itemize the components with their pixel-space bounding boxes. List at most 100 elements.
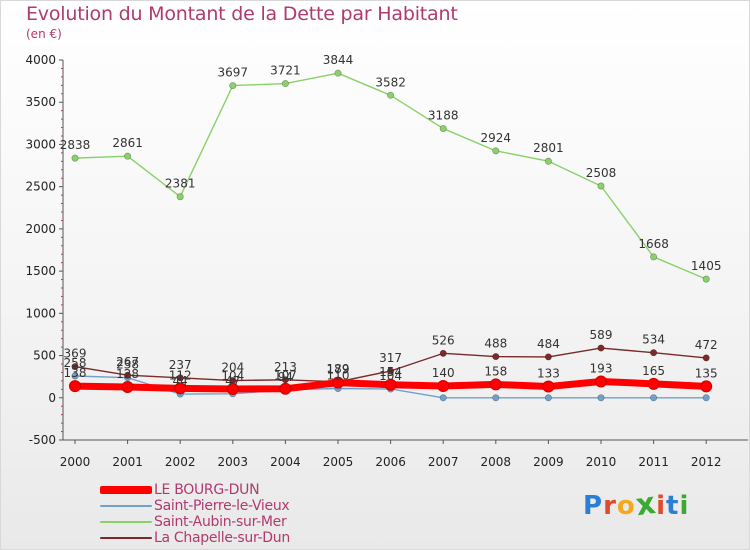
legend-item: Saint-Aubin-sur-Mer (100, 514, 290, 530)
x-tick-label: 2007 (428, 455, 459, 469)
legend-label: Saint-Aubin-sur-Mer (154, 514, 287, 530)
data-label: 94 (278, 370, 293, 384)
data-label: 107 (274, 369, 297, 383)
data-point (69, 380, 81, 393)
data-label: 128 (116, 367, 139, 381)
data-label: 2381 (165, 177, 196, 191)
data-label: 2801 (533, 141, 564, 155)
data-label: 44 (173, 374, 188, 388)
data-point (650, 253, 658, 261)
data-point (334, 69, 342, 77)
data-point (387, 91, 395, 99)
data-label: 472 (695, 338, 718, 352)
data-label: 2508 (586, 166, 617, 180)
data-label: 158 (484, 364, 507, 378)
chart-legend: LE BOURG-DUN Saint-Pierre-le-Vieux Saint-A… (100, 482, 290, 546)
data-point (176, 374, 184, 382)
y-tick-label: 3500 (25, 95, 56, 109)
data-label: 267 (116, 355, 139, 369)
data-point (124, 371, 132, 379)
y-tick-label: 0 (48, 391, 56, 405)
data-label: 237 (169, 358, 192, 372)
data-point (597, 394, 605, 402)
y-tick-label: 1500 (25, 264, 56, 278)
data-label: 534 (642, 333, 665, 347)
data-label: 189 (327, 362, 350, 376)
data-label: 3188 (428, 109, 459, 123)
data-point (492, 353, 500, 361)
data-point (71, 154, 79, 162)
data-point (387, 367, 395, 375)
data-label: 179 (327, 363, 350, 377)
x-tick-label: 2012 (691, 455, 722, 469)
data-label: 317 (379, 351, 402, 365)
y-tick-label: 500 (33, 349, 56, 363)
data-label: 3844 (323, 53, 354, 67)
data-label: 484 (537, 337, 560, 351)
legend-label: LE BOURG-DUN (154, 482, 260, 498)
data-point (437, 379, 450, 392)
data-label: 3721 (270, 64, 301, 78)
data-label: 135 (695, 366, 718, 380)
data-label: 104 (221, 369, 244, 383)
x-tick-label: 2002 (165, 455, 196, 469)
data-label: 238 (116, 358, 139, 372)
data-label: 369 (64, 347, 87, 361)
data-label: 589 (590, 328, 613, 342)
data-label: 112 (169, 368, 192, 382)
data-label: 193 (590, 361, 613, 375)
data-label: 2861 (112, 136, 143, 150)
legend-label: Saint-Pierre-le-Vieux (154, 498, 290, 514)
data-point (281, 80, 289, 88)
x-tick-label: 2001 (112, 455, 143, 469)
data-label: 3582 (375, 75, 406, 89)
legend-swatch (100, 486, 152, 494)
data-point (124, 152, 132, 160)
legend-item: Saint-Pierre-le-Vieux (100, 498, 290, 514)
data-label: 213 (274, 360, 297, 374)
line-chart: -500 0 500 1000 1500 2000 2500 3000 3500 4000 2000… (25, 53, 748, 469)
data-point (700, 380, 713, 393)
data-label: 488 (484, 337, 507, 351)
data-label: 140 (432, 366, 455, 380)
data-point (702, 354, 710, 362)
data-point (489, 378, 502, 391)
data-point (702, 275, 710, 283)
chart-subtitle: (en €) (26, 27, 62, 41)
data-point (121, 380, 134, 393)
data-label: 104 (379, 369, 402, 383)
data-label: 1405 (691, 259, 722, 273)
legend-swatch (100, 521, 152, 523)
data-label: 1668 (638, 237, 669, 251)
data-point (597, 182, 605, 190)
x-tick-label: 2000 (60, 455, 91, 469)
y-tick-label: -500 (29, 433, 56, 447)
x-tick-label: 2003 (218, 455, 249, 469)
legend-item: LE BOURG-DUN (100, 482, 290, 498)
data-point (439, 125, 447, 133)
x-tick-label: 2009 (533, 455, 564, 469)
data-label: 138 (64, 366, 87, 380)
legend-item: La Chapelle-sur-Dun (100, 530, 290, 546)
proxiti-logo: Proxiti (583, 485, 690, 524)
data-label: 258 (64, 356, 87, 370)
data-label: 47 (225, 374, 240, 388)
y-tick-label: 3000 (25, 137, 56, 151)
chart-title: Evolution du Montant de la Dette par Hab… (26, 3, 458, 25)
data-point (597, 344, 605, 352)
data-label: 154 (379, 365, 402, 379)
data-point (384, 378, 397, 391)
data-label: 3697 (218, 66, 249, 80)
data-point (71, 372, 79, 380)
y-tick-label: 4000 (25, 53, 56, 67)
data-point (226, 382, 239, 395)
x-tick-label: 2006 (375, 455, 406, 469)
data-point (544, 394, 552, 402)
data-point (544, 353, 552, 361)
data-label: 526 (432, 333, 455, 347)
data-point (229, 82, 237, 90)
data-point (71, 363, 79, 371)
y-tick-label: 2500 (25, 180, 56, 194)
data-label: 2924 (481, 131, 512, 145)
data-point (702, 394, 710, 402)
